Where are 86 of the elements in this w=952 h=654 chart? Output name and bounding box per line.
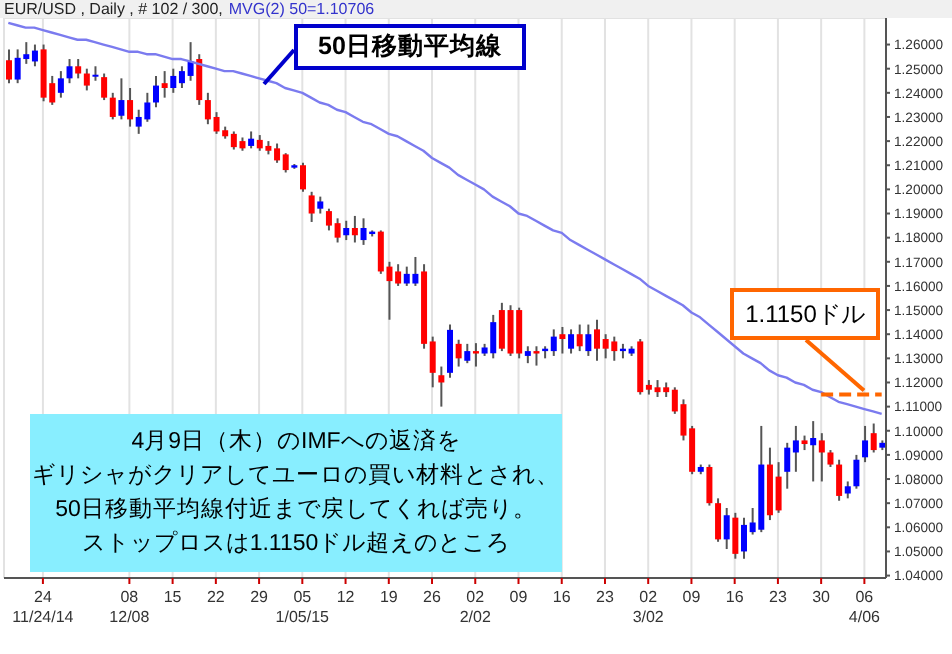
x-tick-label: 23 [596, 588, 615, 606]
candlestick [862, 424, 869, 464]
candlestick [66, 58, 73, 85]
candlestick [438, 365, 445, 408]
candlestick [576, 323, 583, 353]
candlestick [585, 323, 592, 357]
candlestick [351, 214, 358, 244]
x-tick-label: 23 [769, 588, 788, 606]
candlestick [230, 130, 237, 151]
candlestick [14, 48, 21, 85]
candlestick [568, 328, 575, 355]
candlestick [853, 453, 860, 490]
candlestick [507, 304, 514, 357]
candlestick [118, 77, 125, 121]
candlestick [196, 53, 203, 106]
candlestick [57, 70, 64, 99]
candlestick [282, 152, 289, 174]
x-tick-label: 05 1/05/15 [275, 588, 331, 626]
x-tick-label: 08 12/08 [109, 588, 151, 626]
x-tick-label: 30 [812, 588, 832, 606]
candlestick [550, 328, 557, 357]
candlestick [308, 190, 315, 223]
candlestick [92, 65, 99, 82]
x-tick-label: 09 [509, 588, 529, 606]
candlestick [300, 161, 306, 193]
candlestick [83, 67, 90, 92]
candlestick [403, 265, 410, 287]
candlestick [455, 338, 462, 368]
candlestick [161, 70, 168, 99]
candlestick [101, 72, 108, 102]
candlestick [870, 422, 877, 454]
candlestick [144, 91, 151, 123]
candlestick [31, 43, 38, 68]
candlestick [187, 41, 194, 82]
candlestick [775, 461, 782, 514]
x-tick-label: 06 4/06 [848, 588, 882, 626]
candlestick [109, 91, 116, 121]
candlestick [611, 335, 618, 362]
candlestick [836, 458, 843, 502]
x-tick-label: 16 [725, 588, 745, 606]
x-tick-label: 24 11/24/14 [12, 588, 75, 626]
candlestick [559, 325, 566, 355]
candlestick [732, 511, 739, 560]
candlestick [723, 507, 730, 551]
candlestick [75, 58, 82, 80]
candlestick [715, 497, 722, 543]
annotation: 4月9日（木）のIMFへの返済を [129, 427, 463, 457]
candlestick [516, 306, 523, 360]
candlestick [360, 217, 367, 246]
x-tick-label: 19 [379, 588, 399, 606]
x-tick-label: 29 [250, 588, 270, 606]
x-tick-label: 26 [423, 588, 443, 606]
candlestick [377, 229, 384, 275]
x-tick-label: 12 [336, 588, 356, 606]
candlestick [490, 313, 497, 360]
candlestick [472, 342, 479, 368]
candlestick [810, 420, 817, 483]
candlestick [784, 441, 791, 490]
candlestick [818, 432, 825, 483]
x-tick-label: 02 2/02 [459, 588, 492, 626]
annotation: 50日移動平均線 [294, 24, 526, 70]
candlestick [533, 345, 540, 367]
x-tick-label: 09 [682, 588, 702, 606]
x-tick-label: 15 [163, 588, 183, 606]
annotation: 1.1150ドル [730, 288, 880, 340]
candlestick [602, 333, 609, 360]
candlestick [412, 255, 419, 287]
candlestick [343, 219, 350, 242]
chart-title: EUR/USD , Daily , # 102 / 300, [4, 0, 223, 18]
candlestick [706, 463, 713, 507]
x-tick-label: 02 3/02 [632, 588, 665, 626]
candlestick [447, 323, 453, 379]
candlestick [792, 424, 799, 473]
x-tick-label: 16 [552, 588, 572, 606]
candlestick [135, 108, 142, 135]
annotation: ギリシャがクリアしてユーロの買い材料とされ、 [30, 461, 562, 491]
candlestick [464, 342, 471, 365]
candlestick [6, 48, 12, 85]
candlestick [127, 87, 134, 128]
candlestick [170, 67, 177, 94]
annotation: 50日移動平均線付近まで戻してくれば売り。 [53, 495, 539, 525]
x-tick-label: 22 [206, 588, 226, 606]
annotation: ストップロスは1.1150ドル超えのところ [79, 528, 513, 559]
candlestick [153, 74, 159, 109]
chart-subtitle: MVG(2) 50=1.10706 [228, 0, 375, 18]
candlestick [334, 217, 341, 244]
